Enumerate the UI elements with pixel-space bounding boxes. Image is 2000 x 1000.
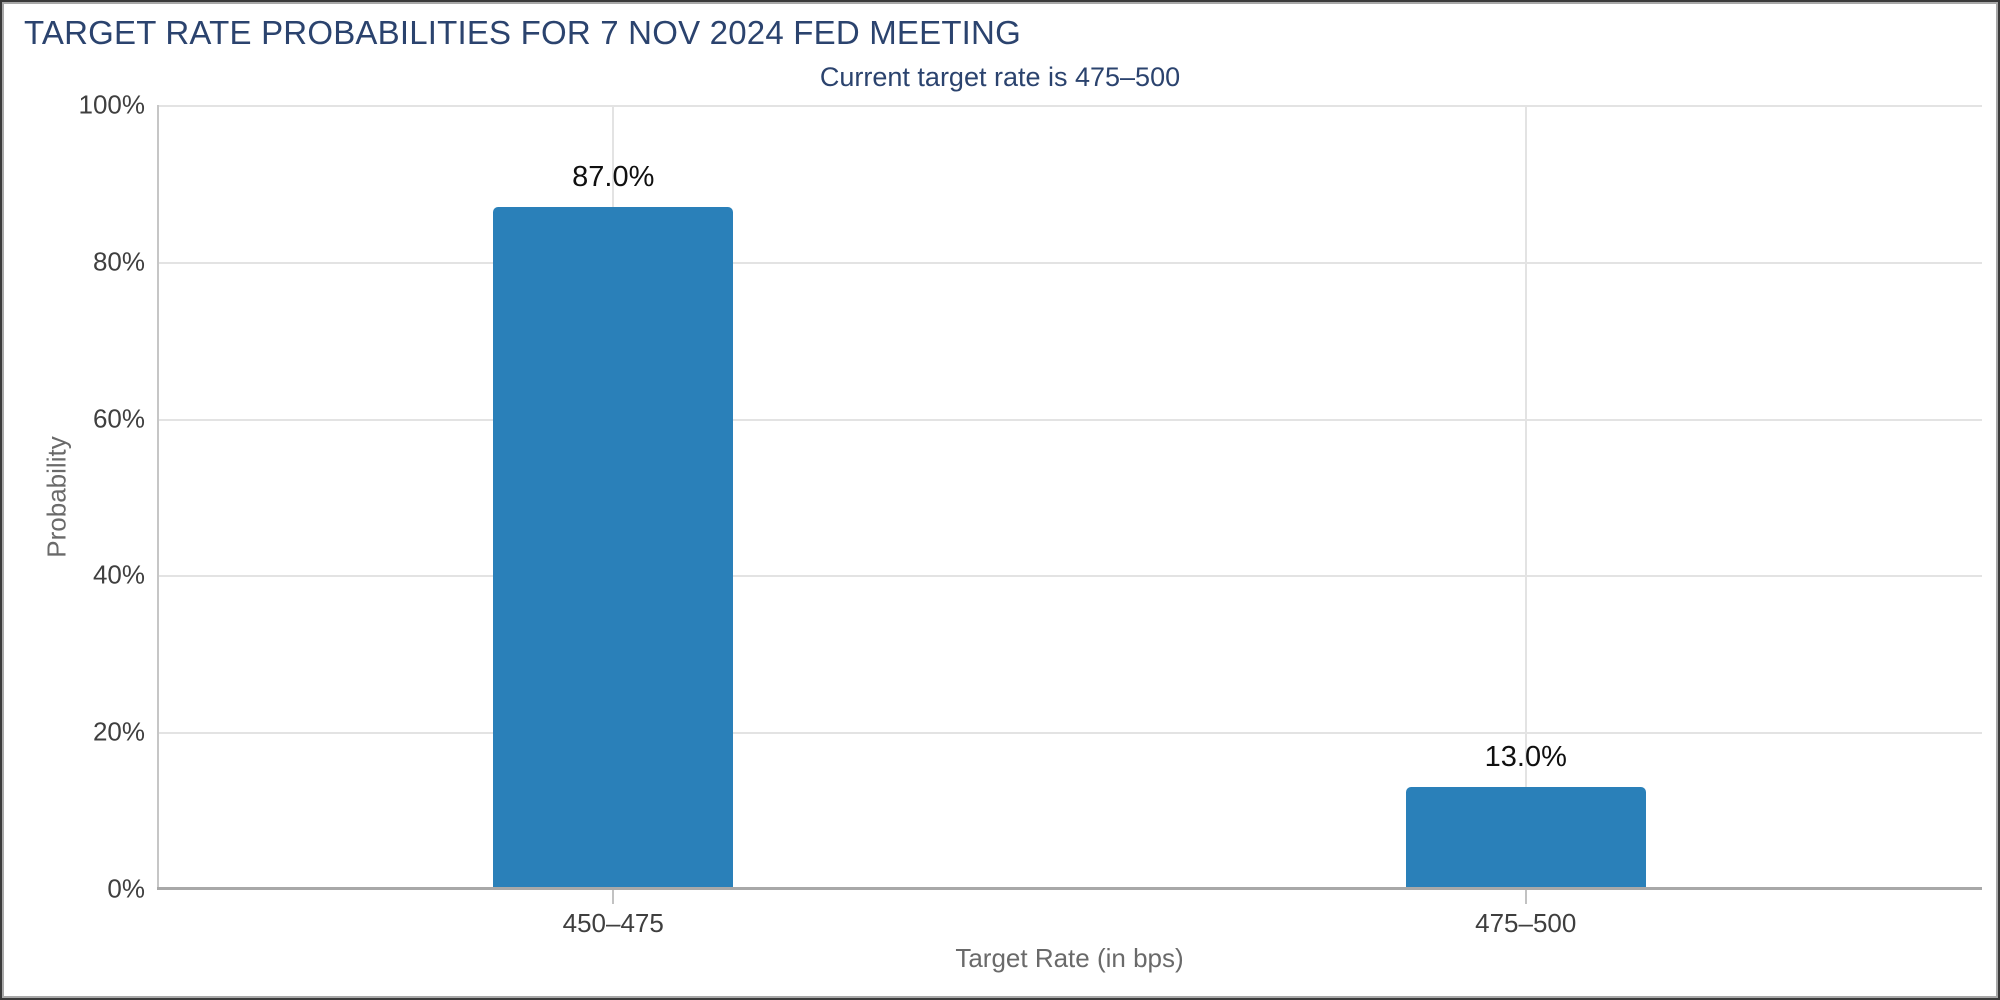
x-axis-title: Target Rate (in bps) [955,943,1184,973]
gridline-100pct [157,105,1982,107]
y-tick-100: 100% [78,89,146,120]
y-tick-60: 60% [92,403,145,434]
y-tick-80: 80% [92,246,145,277]
plot-area: 87.0% 13.0% 100% 80% 60% 40% 20% 0% 450–… [79,90,1982,938]
y-tick-0: 0% [107,873,145,904]
gridline-20pct [157,732,1982,735]
gridline-80pct [157,261,1982,264]
y-tick-20: 20% [92,716,145,747]
x-tick-mark-475-500 [1524,889,1527,904]
y-axis-title: Probability [41,436,72,558]
chart-title: TARGET RATE PROBABILITIES FOR 7 NOV 2024… [24,14,1021,51]
y-tick-40: 40% [92,559,145,590]
gridline-category-2 [1524,105,1527,889]
bar-475-500[interactable] [1405,787,1646,889]
x-axis-line [157,887,1982,890]
gridline-40pct [157,575,1982,578]
y-axis-line [157,105,159,889]
bar-450-475[interactable] [493,206,734,889]
x-tick-label-450-475: 450–475 [562,908,664,938]
x-tick-mark-450-475 [612,889,615,904]
bar-value-label-475-500: 13.0% [1484,741,1567,774]
gridline-60pct [157,418,1982,421]
chart-subtitle: Current target rate is 475–500 [819,62,1181,92]
bar-value-label-450-475: 87.0% [572,160,655,193]
x-tick-label-475-500: 475–500 [1475,908,1577,938]
